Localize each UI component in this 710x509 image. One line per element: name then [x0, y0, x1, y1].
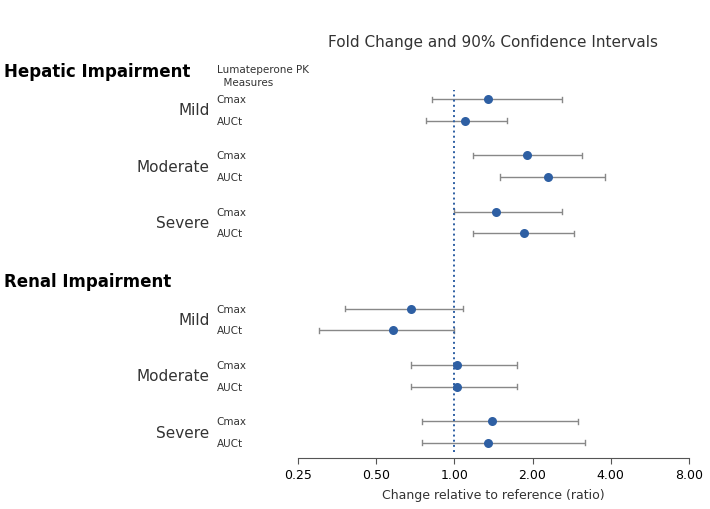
Text: AUCt: AUCt	[217, 229, 243, 239]
Text: Renal Impairment: Renal Impairment	[4, 272, 171, 290]
Text: AUCt: AUCt	[217, 326, 243, 336]
Text: Hepatic Impairment: Hepatic Impairment	[4, 63, 190, 81]
Text: Moderate: Moderate	[136, 369, 209, 384]
Text: Severe: Severe	[156, 425, 209, 440]
Text: Cmax: Cmax	[217, 207, 246, 217]
Text: Cmax: Cmax	[217, 304, 246, 314]
Text: AUCt: AUCt	[217, 438, 243, 448]
Text: Mild: Mild	[178, 313, 209, 327]
Text: Cmax: Cmax	[217, 416, 246, 427]
Text: Severe: Severe	[156, 215, 209, 231]
Text: AUCt: AUCt	[217, 382, 243, 392]
Text: Lumateperone PK
  Measures: Lumateperone PK Measures	[217, 65, 309, 88]
Text: Cmax: Cmax	[217, 151, 246, 161]
Text: Moderate: Moderate	[136, 159, 209, 174]
Text: Cmax: Cmax	[217, 360, 246, 371]
Text: Mild: Mild	[178, 103, 209, 118]
X-axis label: Change relative to reference (ratio): Change relative to reference (ratio)	[382, 489, 605, 501]
Text: AUCt: AUCt	[217, 117, 243, 126]
Text: Cmax: Cmax	[217, 95, 246, 105]
Title: Fold Change and 90% Confidence Intervals: Fold Change and 90% Confidence Intervals	[329, 35, 658, 50]
Text: AUCt: AUCt	[217, 173, 243, 183]
